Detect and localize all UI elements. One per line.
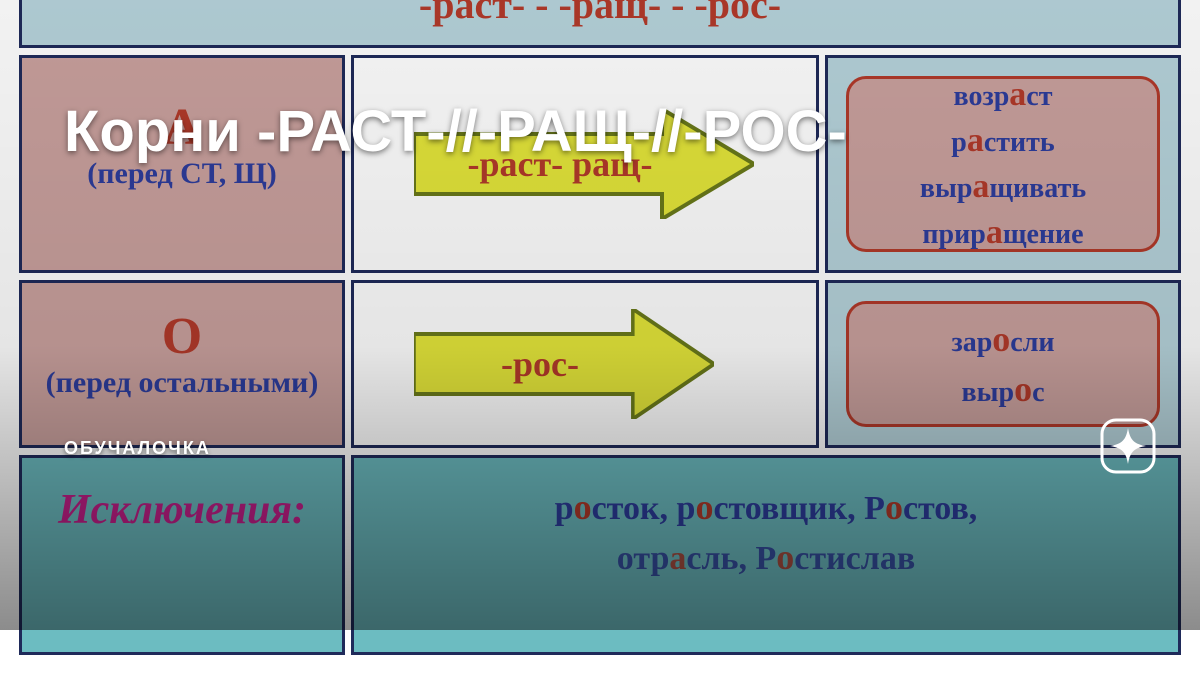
overlay-title: Корни -РАСТ-//-РАЩ-//-РОС- xyxy=(64,98,847,165)
zen-star-icon xyxy=(1100,418,1156,474)
overlay-shade xyxy=(0,0,1200,630)
overlay-caption: ОБУЧАЛОЧКА xyxy=(64,438,211,459)
